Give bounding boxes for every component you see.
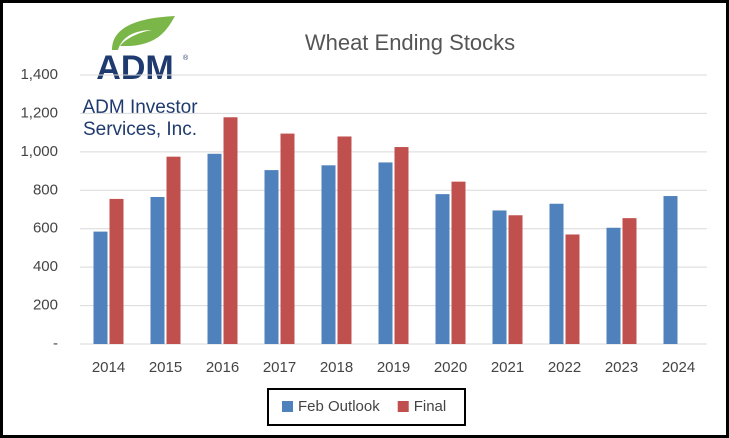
x-tick-label: 2019: [377, 359, 410, 376]
bar: [508, 215, 523, 344]
bar: [378, 162, 393, 344]
bar: [492, 210, 507, 344]
logo: ADM ® ADM Investor Services, Inc.: [82, 16, 198, 140]
bar: [549, 203, 564, 344]
legend-swatch: [282, 401, 293, 412]
x-tick-label: 2014: [92, 359, 125, 376]
bar: [451, 181, 466, 344]
y-tick-label: 1,400: [20, 66, 58, 83]
logo-line: Services, Inc.: [83, 119, 197, 140]
bar: [264, 170, 279, 344]
bar: [280, 133, 295, 344]
legend-label: Final: [414, 398, 447, 415]
x-tick-label: 2021: [491, 359, 524, 376]
y-tick-label: 400: [33, 258, 58, 275]
bar: [606, 227, 621, 344]
bar: [435, 194, 450, 344]
bar: [150, 197, 165, 344]
bar: [394, 147, 409, 344]
bar: [223, 117, 238, 345]
legend-label: Feb Outlook: [298, 398, 380, 415]
y-tick-label: 200: [33, 297, 58, 314]
x-tick-label: 2022: [548, 359, 581, 376]
x-tick-label: 2024: [662, 359, 695, 376]
bar: [109, 198, 124, 344]
bar: [663, 196, 678, 344]
chart-title: Wheat Ending Stocks: [305, 30, 515, 55]
bar: [337, 136, 352, 344]
legend-box: [267, 388, 466, 426]
logo-wordmark: ADM: [96, 49, 173, 87]
x-tick-label: 2017: [263, 359, 296, 376]
x-tick-label: 2023: [605, 359, 638, 376]
bar: [93, 231, 108, 344]
bar: [321, 165, 336, 344]
y-tick-label: 1,000: [20, 143, 58, 160]
logo-leaf: [112, 16, 175, 50]
x-tick-label: 2018: [320, 359, 353, 376]
x-tick-label: 2016: [206, 359, 239, 376]
legend: Feb Outlook Final: [267, 388, 466, 426]
x-tick-label: 2015: [149, 359, 182, 376]
x-tick-label: 2020: [434, 359, 467, 376]
y-tick-label: 800: [33, 181, 58, 198]
y-tick-label: 1,200: [20, 104, 58, 121]
logo-line: ADM Investor: [82, 97, 198, 118]
bar: [565, 234, 580, 344]
y-tick-label: -: [53, 335, 58, 352]
bar: [622, 218, 637, 344]
bar: [207, 153, 222, 344]
logo-mark: ®: [183, 54, 189, 62]
y-tick-label: 600: [33, 220, 58, 237]
bar: [166, 156, 181, 344]
legend-swatch: [397, 401, 409, 412]
